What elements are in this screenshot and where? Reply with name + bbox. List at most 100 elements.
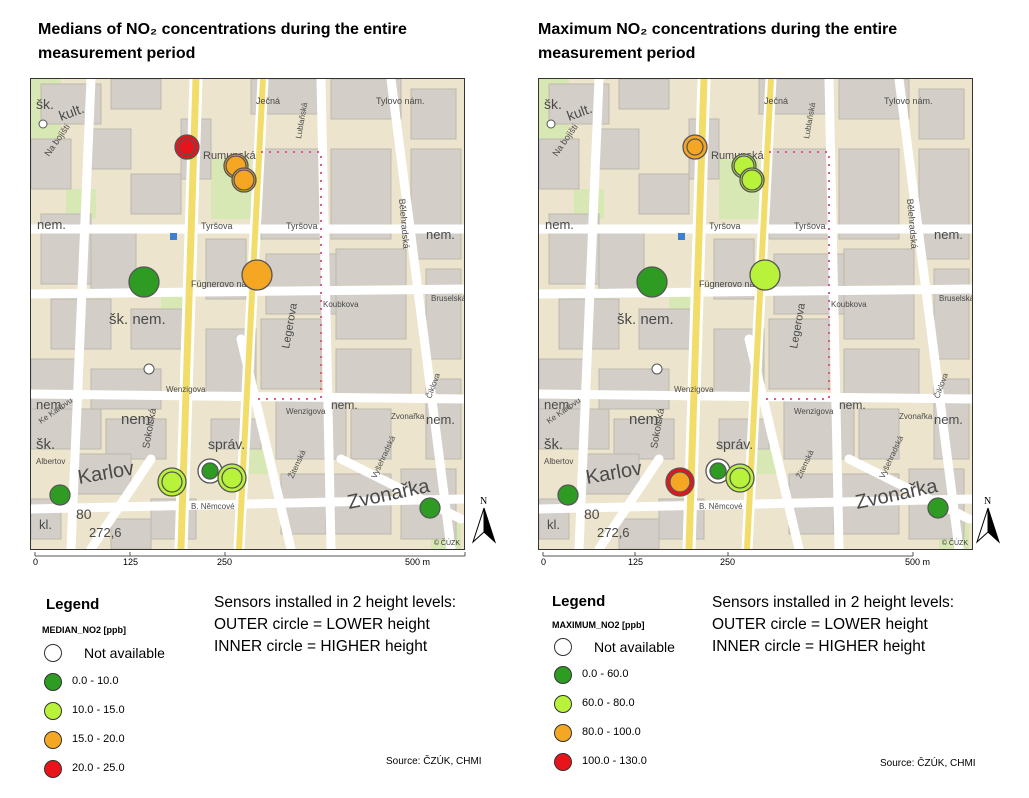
street-label: Koubkova [831,300,867,309]
legend-label: 0.0 - 60.0 [582,668,629,680]
height-note-line: INNER circle = HIGHER height [214,638,428,655]
street [894,79,964,549]
legend-item-1: 0.0 - 60.0 [554,664,754,688]
legend-label: 80.0 - 100.0 [582,726,641,738]
building-block [598,368,670,410]
church-icon [143,363,155,375]
street-label: Tylovo nám. [884,96,933,106]
poi-icon [38,119,48,129]
height-note-line: OUTER circle = LOWER height [214,616,430,633]
legend-item-na: Not available [554,636,754,660]
street [574,79,604,549]
street-label: Tyršova [709,221,741,231]
map-frame[interactable]: kult. šk. nem. nem. šk. nem. nem. šk. nem. správ… [30,78,465,550]
building-block [918,148,970,260]
sensor-sokolsk-south [157,467,187,497]
sensor-outer-circle [419,497,441,519]
building-block [90,228,137,290]
north-arrow-icon [975,507,1001,544]
street-label: B. Němcové [191,502,235,511]
sensor-legerova-koubkova [241,259,273,291]
map-label: nem. [934,227,963,242]
map-label: šk. nem. [109,311,166,328]
street-label: Fügnerovo nám. [699,279,765,289]
map-label: nem. [36,397,65,412]
building-block [105,418,167,460]
sensor-karlov-b [217,463,247,493]
sensor-outer-circle [927,497,949,519]
building-block [578,453,640,495]
north-arrow: N [974,496,1002,546]
sensor-zvona-ka [419,497,441,519]
north-arrow-icon [471,507,497,544]
building-block [539,138,580,190]
building-block [613,418,675,460]
basemap: kult.šk.nem.nem.šk. nem.nem.šk.nem.správ… [539,79,972,549]
map-label: 272,6 [597,525,630,540]
sensor-rumunsk-b [739,167,765,193]
map-label: nem. [37,217,66,232]
legend-title: Legend [46,596,100,613]
building-block [768,148,830,240]
sensor-inner-circle [221,467,243,489]
building-block [330,148,392,240]
map-frame[interactable]: kult. šk. nem. nem. šk. nem. nem. šk. nem. správ… [538,78,973,550]
church-icon [651,363,663,375]
legend-item-3: 80.0 - 100.0 [554,722,754,746]
sensor-inner-circle [669,471,691,493]
legend-label: 60.0 - 80.0 [582,697,635,709]
map-label: nem. [426,227,455,242]
scale-label-125: 125 [628,557,644,567]
source-credit: Source: ČZÚK, CHMI [880,758,976,769]
height-note-line: Sensors installed in 2 height levels: [712,594,955,611]
legend-label: 15.0 - 20.0 [72,733,125,745]
scale-label-125: 125 [123,557,139,567]
building-block [410,88,457,140]
sensor-outer-circle [557,484,579,506]
sensor-outer-circle [749,259,781,291]
source-credit: Source: ČZÚK, CHMI [386,756,482,767]
scale-label-250: 250 [720,557,736,567]
sensor-outer-circle [636,266,668,298]
building-block [539,358,585,410]
map-title: Maximum NO₂ concentrations during the en… [538,21,898,62]
legend-field: MAXIMUM_NO2 [ppb] [552,620,645,630]
sensor-albertov [557,484,579,506]
sensor-inner-circle [161,471,183,493]
street [31,494,464,514]
map-label: nem. [629,411,662,428]
map-label: nem. [331,398,358,412]
legend-swatch [554,724,572,742]
legend-swatch [44,731,62,749]
scale-label-500: 500 m [405,557,431,567]
legend-label: Not available [594,639,675,655]
building-block [130,173,182,215]
height-note: Sensors installed in 2 height levels: OU… [214,592,456,658]
map-label: nem. [545,217,574,232]
building-block [110,79,162,110]
copyright: © ČÚZK [433,540,460,547]
sensor-legerova-koubkova [749,259,781,291]
tram-stop-icon [170,233,177,240]
legend-swatch [44,644,62,662]
sensor-inner-circle [201,462,219,480]
legend-swatch [554,695,572,713]
street-label: Tylovo nám. [376,96,425,106]
map-label: šk. [36,96,54,112]
map-label: šk. [544,436,563,453]
street-label: Tyršova [286,221,318,231]
legend-field: MEDIAN_NO2 [ppb] [42,625,126,635]
street-label: Bělehradská [397,198,411,249]
sensor-outer-circle [241,259,273,291]
map-label: nem. [839,398,866,412]
legend-swatch [44,673,62,691]
street-label: Wenzigova [794,407,834,416]
building-block [838,148,900,240]
sensor-inner-circle [741,169,763,191]
building-block [539,408,610,450]
street [844,454,972,524]
building-block [350,408,392,460]
sensor-outer-circle [49,484,71,506]
street [594,454,664,549]
map-label: kl. [547,517,560,532]
